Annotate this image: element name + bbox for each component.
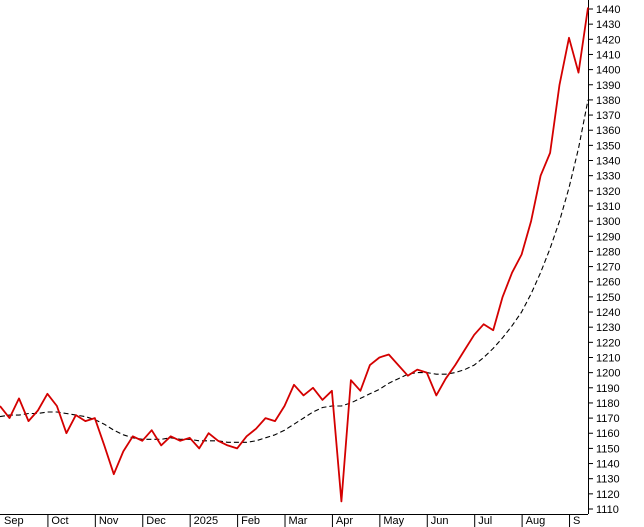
y-tick-label: 1350: [596, 140, 620, 152]
y-tick-label: 1170: [596, 413, 620, 425]
y-tick-label: 1250: [596, 292, 620, 304]
x-tick-label: Sep: [4, 515, 24, 527]
x-tick-label: Mar: [289, 515, 308, 527]
x-tick-label: May: [383, 515, 404, 527]
y-tick-label: 1190: [596, 383, 620, 395]
y-tick-label: 1220: [596, 337, 620, 349]
x-tick-label: S: [573, 515, 580, 527]
y-tick-label: 1380: [596, 95, 620, 107]
y-tick-label: 1400: [596, 65, 620, 77]
y-tick-label: 1320: [596, 186, 620, 198]
y-tick-label: 1330: [596, 171, 620, 183]
y-tick-label: 1150: [596, 443, 620, 455]
y-tick-label: 1390: [596, 80, 620, 92]
x-tick-label: 2025: [194, 515, 218, 527]
y-tick-label: 1180: [596, 398, 620, 410]
y-tick-label: 1140: [596, 459, 620, 471]
x-tick-label: Jun: [431, 515, 449, 527]
moving-average-series-line: [0, 99, 589, 443]
x-tick-label: Aug: [526, 515, 546, 527]
y-tick-label: 1160: [596, 428, 620, 440]
y-tick-label: 1110: [596, 504, 619, 516]
x-tick-label: Feb: [241, 515, 260, 527]
y-tick-label: 1210: [596, 352, 620, 364]
y-tick-label: 1340: [596, 156, 620, 168]
y-tick-label: 1260: [596, 277, 620, 289]
x-tick-label: Apr: [336, 515, 353, 527]
y-tick-label: 1300: [596, 216, 620, 228]
y-tick-label: 1290: [596, 231, 620, 243]
y-tick-label: 1420: [596, 34, 620, 46]
y-tick-label: 1270: [596, 262, 620, 274]
y-tick-label: 1430: [596, 19, 620, 31]
y-tick-label: 1200: [596, 368, 620, 380]
y-tick-label: 1230: [596, 322, 620, 334]
y-tick-label: 1120: [596, 489, 620, 501]
x-tick-label: Oct: [51, 515, 68, 527]
y-tick-label: 1280: [596, 246, 620, 258]
x-tick-label: Nov: [99, 515, 119, 527]
x-tick-label: Jul: [478, 515, 492, 527]
y-tick-label: 1360: [596, 125, 620, 137]
y-tick-label: 1410: [596, 49, 620, 61]
price-series-line: [0, 7, 589, 503]
y-tick-label: 1240: [596, 307, 620, 319]
y-tick-label: 1440: [596, 4, 620, 16]
y-tick-label: 1310: [596, 201, 620, 213]
y-tick-label: 1370: [596, 110, 620, 122]
y-tick-label: 1130: [596, 474, 620, 486]
x-tick-label: Dec: [146, 515, 166, 527]
